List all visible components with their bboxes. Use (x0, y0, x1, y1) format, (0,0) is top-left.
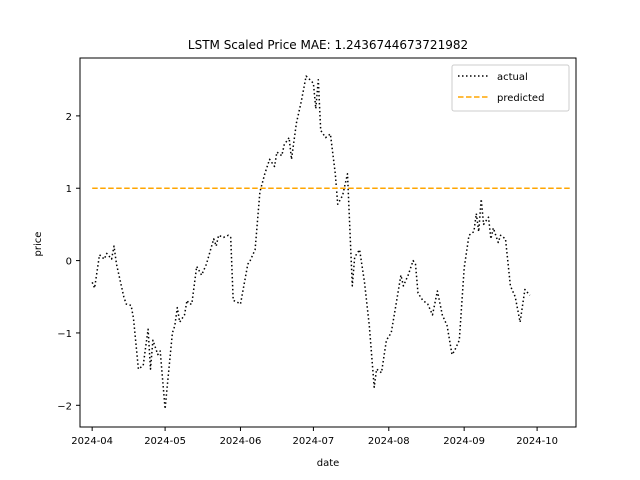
y-axis-ticks: −2 −1 0 1 2 (57, 112, 80, 412)
plot-frame (79, 57, 577, 428)
x-axis-label: date (317, 458, 340, 469)
y-tick-label: 1 (66, 184, 72, 195)
plot-area (91, 75, 572, 410)
x-tick-label: 2024-09 (443, 436, 485, 447)
x-axis-ticks: 2024-04 2024-05 2024-06 2024-07 2024-08 2024-… (71, 427, 558, 447)
x-tick-label: 2024-07 (293, 436, 335, 447)
chart-title: LSTM Scaled Price MAE: 1.243674467372198… (188, 38, 468, 52)
x-tick-label: 2024-10 (516, 436, 558, 447)
series-line-actual (91, 75, 531, 410)
y-tick-label: 0 (66, 257, 72, 268)
legend-box (451, 64, 570, 112)
y-tick-label: −1 (57, 329, 72, 340)
x-tick-label: 2024-04 (71, 436, 113, 447)
legend-predicted-label: predicted (497, 93, 544, 104)
x-tick-label: 2024-08 (368, 436, 410, 447)
y-tick-label: 2 (66, 112, 72, 123)
x-tick-label: 2024-05 (144, 436, 186, 447)
x-tick-label: 2024-06 (220, 436, 262, 447)
y-axis-label: price (33, 232, 44, 257)
legend: actual predicted (451, 64, 570, 112)
y-tick-label: −2 (57, 401, 72, 412)
legend-actual-label: actual (497, 72, 528, 83)
